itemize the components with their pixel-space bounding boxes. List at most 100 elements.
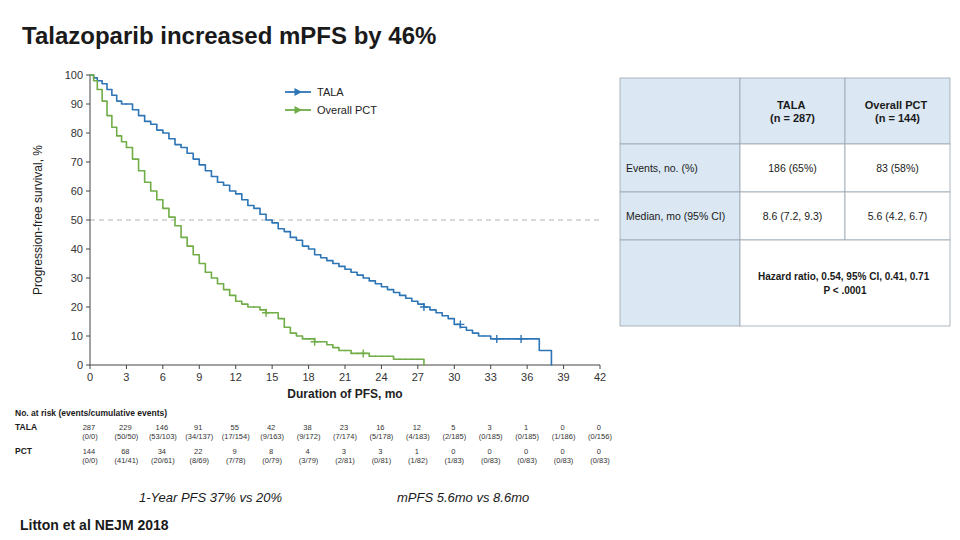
y-tick-label: 90 [71,98,83,110]
risk-value-line: (0/185) [479,432,503,441]
annotation: 1-Year PFS 37% vs 20% [139,490,282,505]
risk-value-line: 4 [305,447,311,456]
risk-value-line: 144 [83,447,98,456]
table-cell [620,240,740,326]
y-tick-label: 10 [71,330,83,342]
step-segment [412,358,418,360]
risk-value: 0 (0/83) [481,447,501,465]
risk-value-line: (2/81) [335,456,355,465]
step-risers [94,75,424,365]
step-segment [205,170,211,172]
step-segment [94,80,98,82]
risk-value: 0 (0/156) [588,423,612,441]
step-segment [236,193,242,195]
step-segment [466,329,472,331]
step-segment [254,208,260,210]
step-segment [503,338,509,340]
series [90,75,424,365]
title: Talazoparib increased mPFS by 46% [22,22,436,49]
step-segment [473,332,479,334]
risk-value: 1 (1/82) [408,447,428,465]
x-tick-label: 9 [196,371,202,383]
y-tick [86,191,90,192]
legend: TALAOverall PCT [285,86,377,116]
risk-value-line: 16 [376,423,386,432]
risk-value: 3 (0/81) [372,447,392,465]
risk-value-line: (1/83) [444,456,464,465]
risk-value-line: (20/61) [151,456,175,465]
y-tick [86,365,90,366]
step-segment [321,257,327,259]
step-segment [296,240,302,242]
x-tick-label: 6 [160,371,166,383]
step-segment [333,347,339,349]
step-segment [163,208,169,210]
step-segment [151,124,157,126]
table-header-line: (n = 287) [770,112,815,124]
risk-value-line: (17/154) [222,432,250,441]
table-cell [740,240,950,326]
step-segment [218,283,224,285]
series [90,75,551,365]
risk-value: 3 (2/81) [335,447,355,465]
step-segment [284,326,290,328]
risk-value: 42 (9/163) [260,423,284,441]
x-tick [126,365,127,369]
risk-value: 0 (1/186) [552,423,576,441]
annotation: mPFS 5.6mo vs 8.6mo [397,490,529,505]
step-segment [369,355,375,357]
risk-value-line: (3/79) [299,456,319,465]
x-tick-label: 12 [230,371,242,383]
y-tick-label: 20 [71,301,83,313]
risk-value-line: (0/83) [590,456,610,465]
y-tick-label: 80 [71,127,83,139]
risk-value: 34 (20/61) [151,447,175,465]
step-segment [169,138,175,140]
step-segment [375,355,381,357]
table-cell [845,78,950,144]
risk-value: 5 (2/185) [442,423,466,441]
risk-value-line: 3 [488,423,494,432]
y-tick-label: 100 [65,69,83,81]
step-segment [327,344,333,346]
step-segment [272,312,278,314]
table-header: TALA (n = 287) [770,99,815,124]
risk-value-line: 0 [597,447,603,456]
risk-value-line: 38 [303,423,313,432]
step-segment [296,335,302,337]
step-segment [157,199,163,201]
y-tick [86,104,90,105]
reference-line [90,220,600,221]
x-tick-label: 30 [448,371,460,383]
step-segment [448,318,454,320]
step-segment [122,141,127,143]
step-segment [539,350,551,352]
risk-value: 91 (34/137) [185,423,213,441]
risk-row-label: PCT [15,446,33,456]
step-segment [406,297,412,299]
risk-value: 16 (5/178) [370,423,394,441]
step-segment [509,338,515,340]
table-cell [740,144,845,192]
step-segment [309,248,315,250]
risk-value-line: 0 [560,423,566,432]
risk-value: 0 (0/83) [517,447,537,465]
step-segment [394,292,400,294]
step-segment [284,231,290,233]
x-tick-label: 33 [485,371,497,383]
step-segment [102,83,107,85]
step-segment [169,216,175,218]
table-header: Overall PCT (n = 144) [865,99,930,124]
step-segment [333,263,339,265]
x-tick [417,365,418,369]
risk-value-line: (4/183) [406,432,430,441]
risk-value-line: (53/103) [149,432,177,441]
step-segment [278,318,284,320]
step-segment [479,335,485,337]
table-cell [740,78,845,144]
risk-value-line: (50/50) [115,432,139,441]
citation: Litton et al NEJM 2018 [20,517,169,533]
step-segment [290,237,296,239]
x-tick-label: 15 [266,371,278,383]
step-segment [133,109,139,111]
